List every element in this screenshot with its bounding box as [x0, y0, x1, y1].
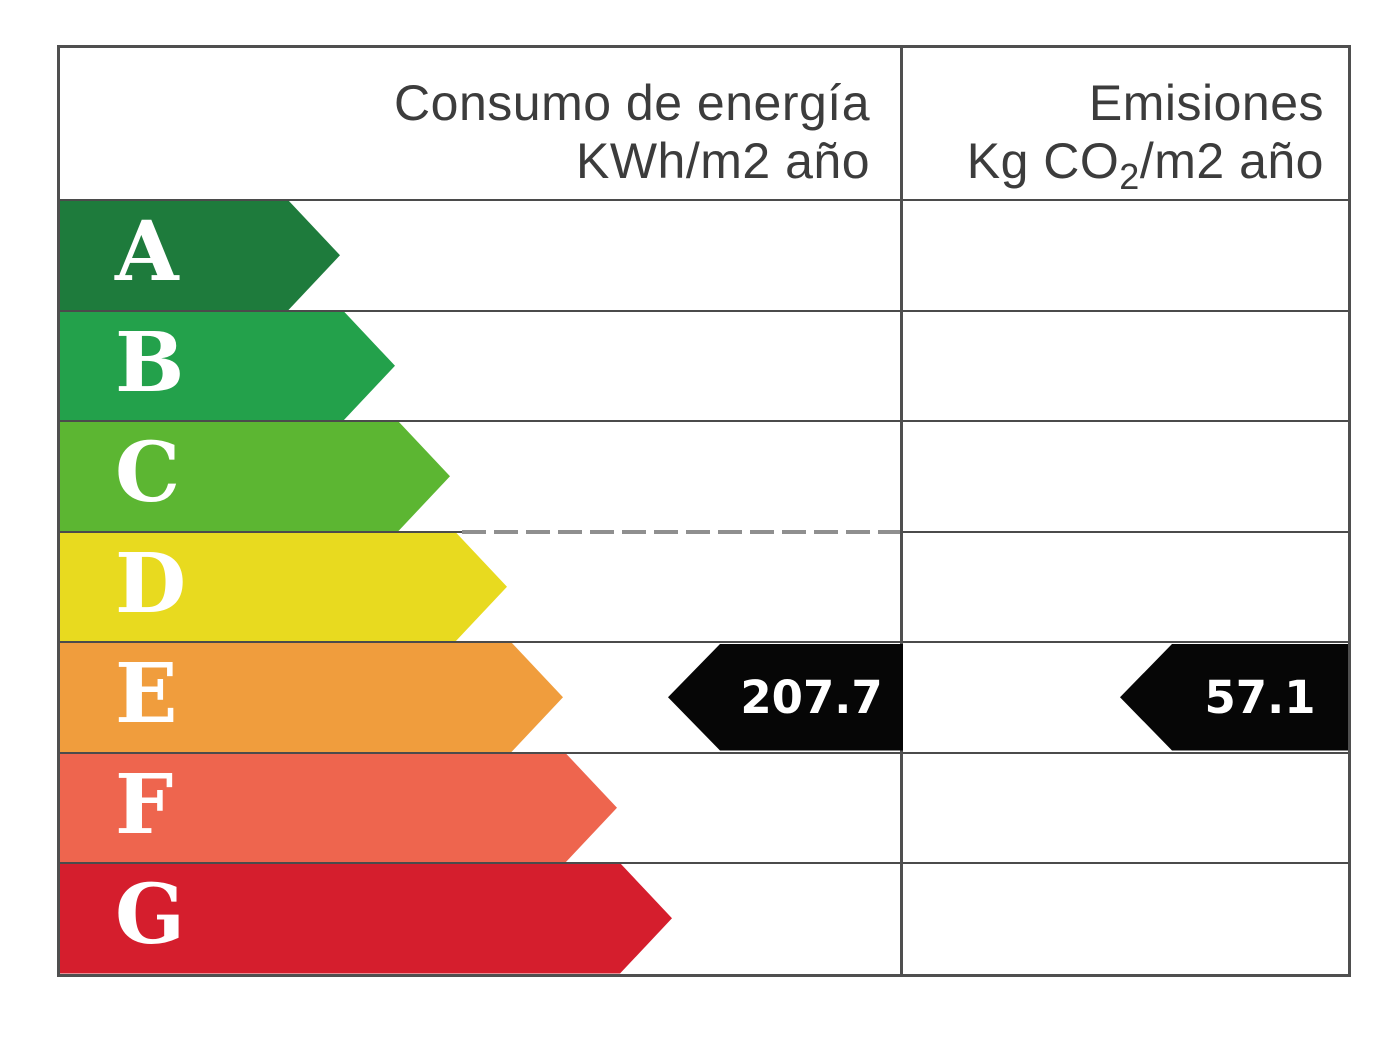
rating-bar-a: A: [60, 200, 340, 311]
header-consumo: Consumo de energía KWh/m2 año: [60, 48, 900, 200]
rating-letter-e: E: [115, 646, 178, 743]
gridline-row-c: [60, 420, 1348, 422]
value-arrow-emisiones: 57.1: [1120, 644, 1348, 751]
gridline-row-f: [60, 751, 1348, 754]
co2-subscript: 2: [1119, 156, 1140, 197]
rating-bar-b: B: [60, 311, 395, 422]
gridline-row-e: [60, 641, 1348, 643]
value-arrow-consumo: 207.7: [668, 644, 903, 751]
rating-bar-f: F: [60, 753, 617, 864]
header-row: Consumo de energía KWh/m2 año Emisiones …: [60, 48, 1348, 200]
rating-bar-e: E: [60, 642, 563, 753]
rating-letter-a: A: [115, 204, 179, 301]
faded-gridline-segment: [462, 529, 900, 534]
header-emisiones: Emisiones Kg CO2/m2 año: [903, 48, 1348, 200]
gridline-row-a: [60, 199, 1348, 201]
gridline-row-b: [60, 309, 1348, 312]
rating-letter-f: F: [115, 756, 174, 853]
gridline-row-g: [60, 862, 1348, 864]
energy-table-body: Consumo de energía KWh/m2 año Emisiones …: [60, 48, 1348, 974]
rating-bar-d: D: [60, 532, 507, 643]
rating-letter-d: D: [115, 535, 187, 632]
rating-bar-c: C: [60, 421, 450, 532]
header-consumo-line2: KWh/m2 año: [575, 133, 870, 189]
header-consumo-line1: Consumo de energía: [394, 75, 870, 131]
column-divider-line: [900, 48, 903, 974]
value-label-consumo: 207.7: [740, 670, 883, 724]
rating-letter-c: C: [115, 425, 181, 522]
rating-letter-g: G: [115, 867, 186, 964]
energy-table: Consumo de energía KWh/m2 año Emisiones …: [57, 45, 1351, 977]
value-label-emisiones: 57.1: [1204, 670, 1316, 724]
header-emisiones-line1: Emisiones: [1088, 75, 1324, 131]
header-emisiones-line2: Kg CO2/m2 año: [966, 133, 1324, 197]
rating-bar-g: G: [60, 863, 672, 974]
rating-letter-b: B: [115, 314, 185, 411]
